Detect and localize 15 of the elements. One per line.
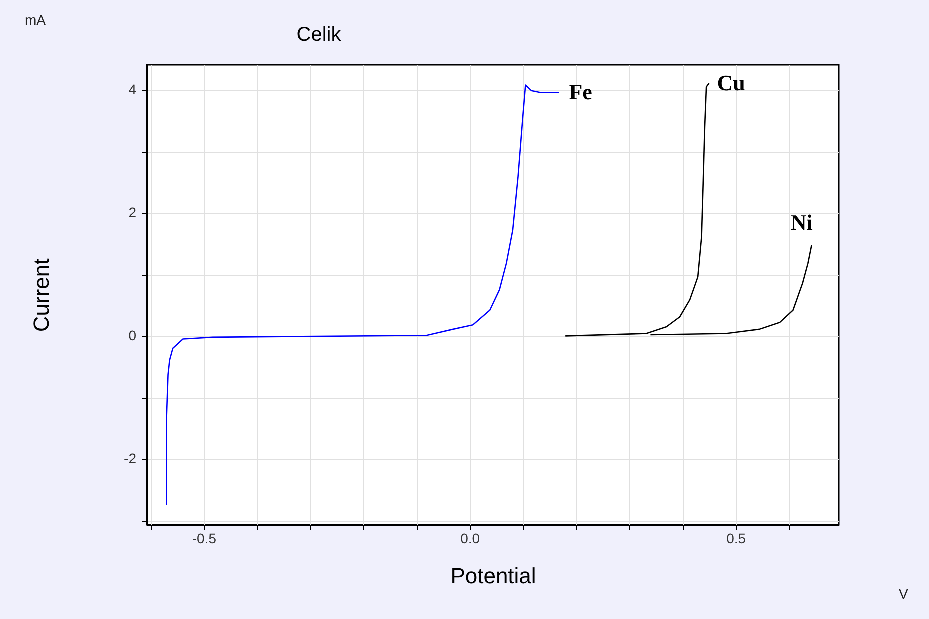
x-tick-label: 0.0: [460, 530, 480, 546]
y-tick-label: 0: [128, 328, 137, 344]
chart-title: Celik: [296, 24, 342, 46]
series-label: Fe: [569, 80, 593, 105]
y-axis-title: Current: [29, 258, 54, 332]
x-tick-label: 0.5: [726, 530, 746, 546]
y-tick-label: 2: [128, 204, 137, 221]
y-tick-label: 4: [128, 82, 137, 98]
series-label: Cu: [717, 70, 746, 96]
y-tick-label: -2: [124, 450, 137, 467]
text: mA: [25, 12, 47, 28]
x-tick-label: -0.5: [192, 530, 217, 546]
series-label: Ni: [790, 210, 813, 236]
x-axis-title: Potential: [450, 564, 536, 588]
text: V: [899, 586, 909, 602]
